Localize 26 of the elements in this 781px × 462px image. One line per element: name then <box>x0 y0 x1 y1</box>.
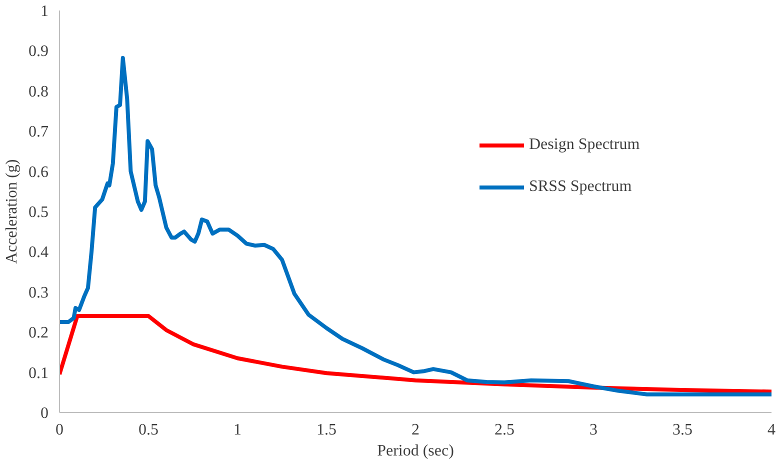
y-tick-label: 0.9 <box>28 43 48 60</box>
x-tick-label: 2.5 <box>494 422 514 438</box>
line-series <box>60 56 772 396</box>
y-axis-title: Acceleration (g) <box>4 159 20 264</box>
y-tick-label: 0.8 <box>28 83 48 100</box>
x-tick-label: 3 <box>590 422 598 438</box>
y-tick-label: 0.7 <box>28 124 48 141</box>
x-tick-label: 1.5 <box>316 422 336 438</box>
legend-label: SRSS Spectrum <box>529 178 632 196</box>
y-tick-label: 1 <box>40 3 48 20</box>
legend-label: Design Spectrum <box>529 136 640 154</box>
x-tick-label: 0 <box>56 422 64 438</box>
x-tick-label: 2 <box>412 422 420 438</box>
line-series <box>60 314 772 394</box>
y-tick-label: 0.6 <box>28 164 48 181</box>
x-tick-label: 0.5 <box>138 422 158 438</box>
y-tick-label: 0.1 <box>28 364 48 382</box>
x-tick-label: 4 <box>768 422 776 438</box>
y-tick-label: 0.4 <box>28 244 48 262</box>
x-tick-label: 1 <box>234 422 242 438</box>
y-tick-label: 0.3 <box>28 284 48 302</box>
y-tick-label: 0.5 <box>28 204 48 221</box>
y-tick-label: 0 <box>40 405 48 422</box>
x-axis-title: Period (sec) <box>377 442 454 460</box>
y-tick-label: 0.2 <box>28 324 48 342</box>
x-tick-label: 3.5 <box>672 422 692 438</box>
